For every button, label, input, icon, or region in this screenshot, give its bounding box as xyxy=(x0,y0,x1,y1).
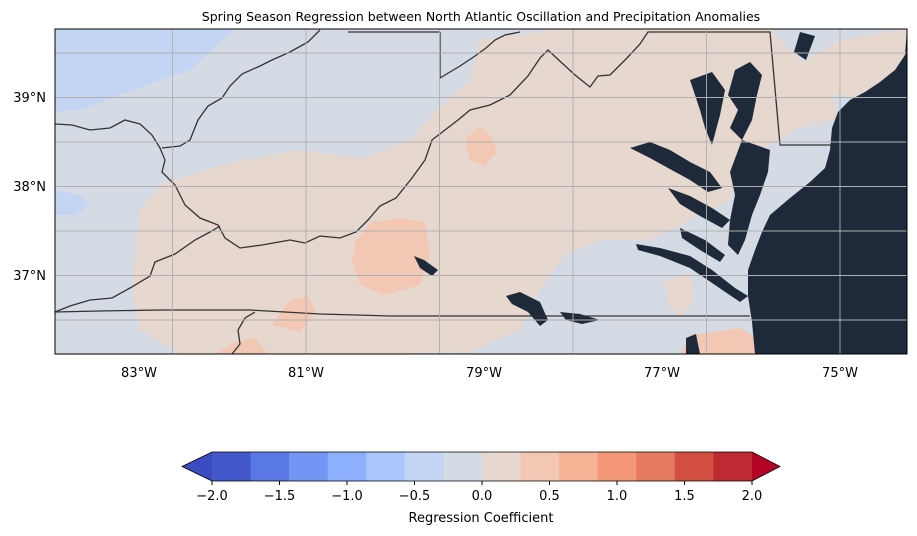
moderate-positive-patch xyxy=(272,296,316,332)
moderate-positive-patch xyxy=(465,126,497,166)
colorbar-tick-label: 0.0 xyxy=(472,489,493,504)
colorbar-bin xyxy=(674,452,714,481)
colorbar-bin xyxy=(520,452,560,481)
gridlines xyxy=(55,29,907,354)
reservoir xyxy=(560,312,600,324)
negative-anomaly-region xyxy=(55,190,90,215)
colorbar: −2.0 −1.5 −1.0 −0.5 0.0 0.5 1.0 1.5 2.0 xyxy=(181,451,781,504)
chesapeake-bay xyxy=(690,72,725,145)
maryland-panhandle-border xyxy=(439,31,521,80)
ocean xyxy=(748,29,907,354)
colorbar-tick-label: 1.5 xyxy=(674,489,695,504)
potomac-river xyxy=(630,142,722,192)
york-river xyxy=(680,228,725,262)
james-river xyxy=(636,244,748,302)
colorbar-bin xyxy=(597,452,637,481)
colorbar-tick-label: −2.0 xyxy=(196,489,228,504)
virginia-southern-border xyxy=(55,309,750,317)
lon-tick-label: 75°W xyxy=(822,366,858,381)
colorbar-bin xyxy=(289,452,329,481)
map-title: Spring Season Regression between North A… xyxy=(201,9,761,24)
colorbar-tick-label: 0.5 xyxy=(539,489,560,504)
virginia-northern-border xyxy=(55,31,835,249)
reservoir xyxy=(506,292,548,326)
map-frame xyxy=(54,28,908,355)
colorbar-bin xyxy=(559,452,599,481)
virginia-kentucky-border xyxy=(55,225,221,313)
colorbar-under-extend xyxy=(182,452,212,481)
moderate-positive-patch xyxy=(680,328,760,354)
colorbar-bin xyxy=(212,452,252,481)
colorbar-tick-label: −1.5 xyxy=(264,489,296,504)
colorbar-tick-label: −0.5 xyxy=(399,489,431,504)
colorbar-bin xyxy=(250,452,290,481)
lat-tick-label: 38°N xyxy=(13,180,46,195)
tennessee-border xyxy=(231,311,256,354)
lat-tick-label: 39°N xyxy=(13,91,46,106)
map-panel xyxy=(55,29,907,354)
lon-tick-label: 83°W xyxy=(121,366,157,381)
chesapeake-bay xyxy=(728,140,770,255)
colorbar-bin xyxy=(443,452,483,481)
colorbar-over-extend xyxy=(752,452,780,481)
colorbar-bin xyxy=(713,452,753,481)
lat-tick-label: 37°N xyxy=(13,269,46,284)
lon-tick-label: 81°W xyxy=(288,366,324,381)
colorbar-tick-label: 2.0 xyxy=(742,489,763,504)
colorbar-bin xyxy=(636,452,676,481)
colorbar-bin xyxy=(482,452,522,481)
lon-tick-label: 79°W xyxy=(466,366,502,381)
positive-anomaly-region xyxy=(665,272,695,318)
colorbar-tick-label: −1.0 xyxy=(331,489,363,504)
sound-inlet xyxy=(686,334,700,354)
colorbar-bin xyxy=(404,452,444,481)
lon-tick-label: 77°W xyxy=(644,366,680,381)
west-virginia-ohio-border xyxy=(161,29,321,149)
rappahannock-river xyxy=(668,188,730,228)
colorbar-tick-label: 1.0 xyxy=(607,489,628,504)
state-borders xyxy=(55,29,835,354)
negative-anomaly-region xyxy=(55,29,235,112)
colorbar-bin xyxy=(327,452,367,481)
moderate-positive-patch xyxy=(215,338,268,354)
chesapeake-bay xyxy=(728,62,762,140)
reservoir xyxy=(414,256,438,276)
colorbar-bin xyxy=(366,452,406,481)
colorbar-label: Regression Coefficient xyxy=(408,511,554,526)
